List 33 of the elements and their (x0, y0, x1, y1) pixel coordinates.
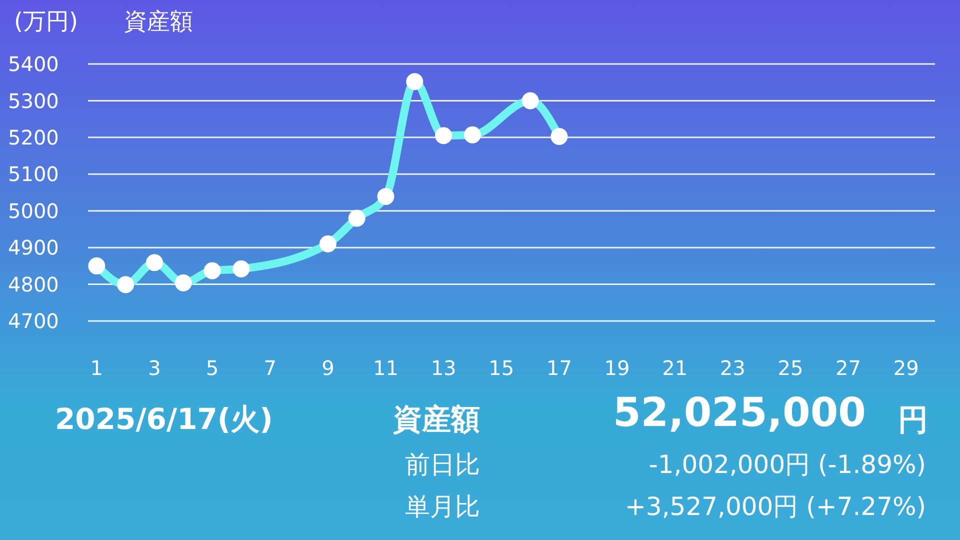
x-tick-label: 1 (90, 356, 104, 380)
text: 52,025,000 (612, 390, 866, 436)
y-axis-title: (万円) (14, 8, 78, 37)
x-tick-label: 17 (546, 356, 572, 380)
chart-title: 資産額 (124, 8, 193, 37)
y-tick-label: 5100 (8, 162, 59, 186)
x-tick-label: 15 (488, 356, 514, 380)
x-tick-label: 13 (430, 356, 456, 380)
text: 資産額 (393, 401, 480, 438)
y-tick-label: 5400 (8, 52, 59, 76)
y-tick-label: 4700 (8, 309, 59, 334)
y-tick-label: 5200 (8, 126, 59, 150)
x-tick-label: 21 (662, 356, 688, 380)
text: 前日比 (405, 449, 480, 481)
text: 2025/6/17(火) (55, 401, 273, 438)
x-tick-label: 27 (836, 356, 862, 380)
x-tick-label: 23 (720, 356, 746, 380)
x-tick-label: 29 (893, 356, 919, 380)
x-tick-label: 25 (778, 356, 804, 380)
y-tick-label: 5300 (8, 88, 59, 113)
text: 単月比 (405, 491, 480, 523)
text: -1,002,000円 (-1.89%) (648, 449, 926, 481)
y-tick-label: 5000 (8, 198, 59, 223)
x-tick-label: 5 (206, 356, 219, 380)
text: 円 (898, 402, 928, 440)
x-tick-label: 9 (322, 356, 334, 380)
y-tick-label: 4800 (8, 272, 59, 296)
x-tick-label: 19 (604, 356, 630, 380)
x-tick-label: 7 (264, 356, 276, 380)
text: +3,527,000円 (+7.27%) (624, 491, 926, 523)
x-tick-label: 11 (373, 356, 398, 380)
y-tick-label: 4900 (8, 236, 59, 260)
x-tick-label: 3 (148, 356, 161, 380)
